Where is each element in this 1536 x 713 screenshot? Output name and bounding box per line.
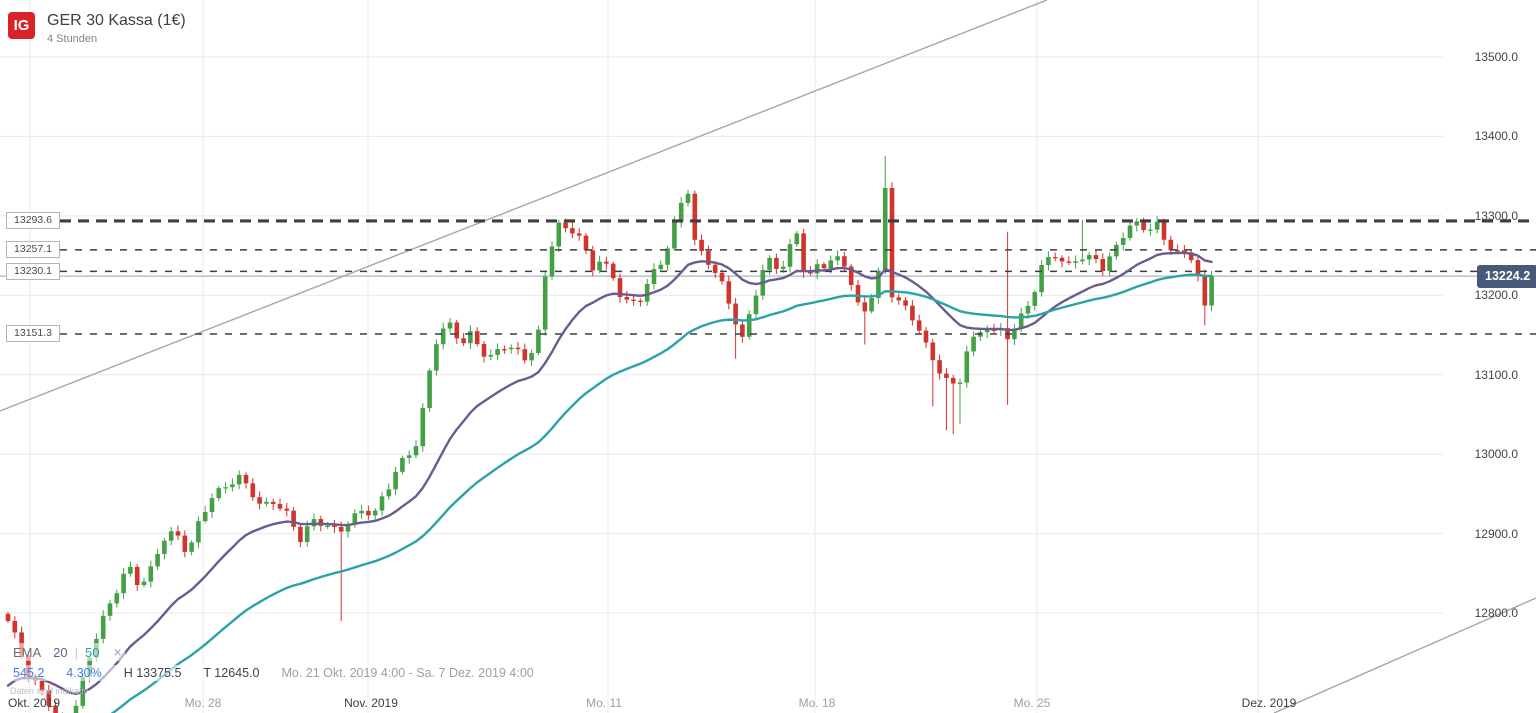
instrument-title: GER 30 Kassa (1€)	[47, 12, 186, 29]
y-axis-label: 13000.0	[1474, 447, 1518, 462]
y-axis-label: 13300.0	[1474, 208, 1518, 223]
y-axis-label: 13100.0	[1474, 367, 1518, 382]
date-range-label: Mo. 21 Okt. 2019 4:00 - Sa. 7 Dez. 2019 …	[281, 666, 534, 680]
remove-indicator-icon[interactable]: ×	[113, 644, 122, 660]
y-axis-label: 12800.0	[1474, 606, 1518, 620]
instrument-header: IG GER 30 Kassa (1€) 4 Stunden	[8, 12, 186, 45]
price-level-label[interactable]: 13293.6	[6, 212, 60, 230]
ema50-period-label[interactable]: 50	[85, 644, 100, 660]
ema20-period-label[interactable]: 20	[53, 644, 68, 660]
x-axis-label: Mo. 11	[586, 696, 622, 710]
legend-separator: |	[74, 644, 79, 660]
ig-logo-icon: IG	[8, 12, 35, 39]
x-axis-label: Mo. 25	[1013, 696, 1051, 710]
x-axis-label: Mo. 28	[184, 696, 222, 710]
period-low-value: T 12645.0	[203, 666, 260, 680]
indicator-legend: EMA 20 | 50 ×	[10, 643, 125, 661]
y-axis-label: 13400.0	[1474, 129, 1518, 144]
range-percent-value: 4.30%	[66, 666, 102, 680]
current-price-tag: 13224.2	[1477, 264, 1536, 288]
y-axis-label: 13500.0	[1474, 50, 1518, 64]
x-axis-label: Mo. 18	[798, 696, 836, 710]
price-level-label[interactable]: 13257.1	[6, 241, 60, 259]
ema20-line[interactable]	[6, 251, 1213, 696]
period-high-value: H 13375.5	[123, 666, 182, 680]
price-info-bar: 545.2 4.30% H 13375.5 T 12645.0 Mo. 21 O…	[10, 665, 537, 681]
data-disclaimer: Daten sind indikativ	[10, 686, 89, 696]
y-axis-label: 13200.0	[1474, 288, 1518, 303]
x-axis-label: Nov. 2019	[344, 696, 398, 710]
range-points-value: 545.2	[13, 666, 45, 680]
x-axis-label: Dez. 2019	[1241, 696, 1297, 710]
price-level-label[interactable]: 13230.1	[6, 262, 60, 280]
price-level-label[interactable]: 13151.3	[6, 325, 60, 343]
timeframe-label: 4 Stunden	[47, 33, 98, 45]
y-axis-label: 12900.0	[1474, 526, 1518, 541]
indicator-name: EMA	[13, 644, 42, 660]
ema50-line[interactable]	[8, 273, 1213, 713]
x-axis-label: Okt. 2019	[8, 696, 61, 710]
